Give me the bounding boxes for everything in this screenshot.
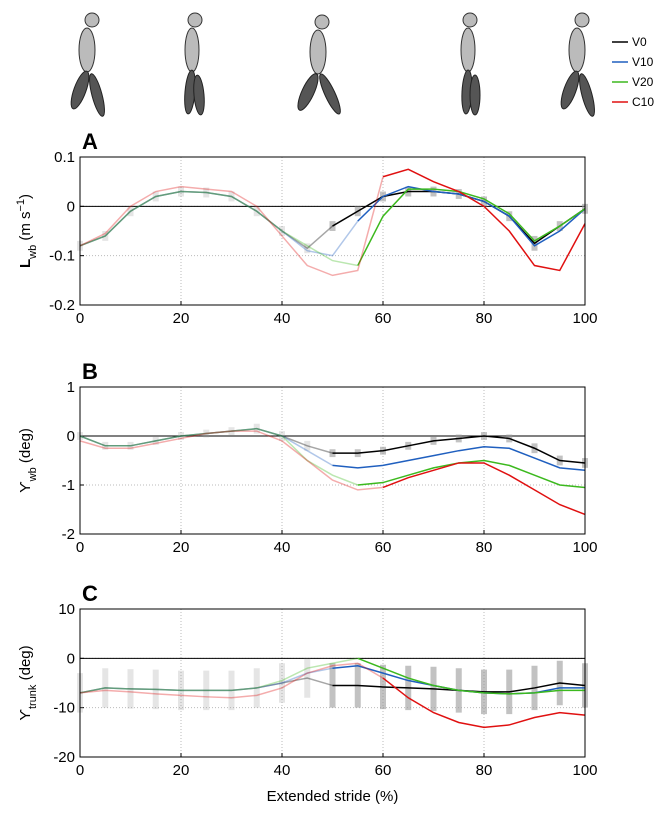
x-tick-label: 100 <box>572 539 597 556</box>
y-tick-label: 10 <box>58 601 75 618</box>
panel-label: A <box>82 129 98 154</box>
walker <box>461 13 480 115</box>
legend-label: C10 <box>632 95 654 109</box>
y-label-part: ) <box>17 194 34 199</box>
y-tick-label: 0 <box>67 428 75 445</box>
walker <box>68 13 108 118</box>
y-tick-label: -0.1 <box>49 248 75 265</box>
y-label-part: wb <box>27 467 39 482</box>
walkers <box>68 13 598 118</box>
x-tick-label: 60 <box>375 762 392 779</box>
series-line-faded <box>80 658 358 693</box>
x-tick-label: 60 <box>375 539 392 556</box>
y-label-part: wb <box>27 245 39 260</box>
y-tick-label: -2 <box>62 526 75 543</box>
legend-label: V20 <box>632 75 654 89</box>
y-tick-label: -10 <box>53 700 75 717</box>
y-label-part: (m s <box>17 211 34 244</box>
y-label-part: ϒ <box>17 481 34 493</box>
x-tick-label: 20 <box>173 310 190 327</box>
series-line <box>358 189 585 265</box>
x-tick-label: 0 <box>76 539 84 556</box>
x-tick-label: 0 <box>76 762 84 779</box>
x-tick-label: 60 <box>375 310 392 327</box>
x-tick-label: 20 <box>173 762 190 779</box>
x-tick-label: 0 <box>76 310 84 327</box>
y-axis-label: ϒwb (deg) <box>17 428 39 493</box>
x-tick-label: 20 <box>173 539 190 556</box>
y-tick-label: 0.1 <box>54 149 75 166</box>
x-tick-label: 40 <box>274 310 291 327</box>
series-line-faded <box>80 431 383 490</box>
y-axis-label: Lwb (m s−1) <box>15 194 39 268</box>
x-tick-label: 40 <box>274 539 291 556</box>
y-label-part: trunk <box>27 684 39 709</box>
series-line-faded <box>80 429 358 485</box>
walker <box>183 13 206 115</box>
series-line-faded <box>80 177 383 276</box>
y-tick-label: 0 <box>67 198 75 215</box>
series-line-faded <box>80 192 358 256</box>
series-line <box>333 447 586 471</box>
x-tick-label: 80 <box>476 539 493 556</box>
x-tick-label: 80 <box>476 762 493 779</box>
plot-frame <box>80 387 585 534</box>
x-tick-label: 100 <box>572 762 597 779</box>
series-line <box>333 192 586 244</box>
x-tick-label: 40 <box>274 762 291 779</box>
figure: 020406080100-0.2-0.100.1ALwb (m s−1)V0V1… <box>0 0 662 817</box>
y-tick-label: 1 <box>67 379 75 396</box>
y-label-part: L <box>17 259 34 268</box>
x-tick-label: 80 <box>476 310 493 327</box>
x-axis-label: Extended stride (%) <box>267 788 399 805</box>
y-label-part: ϒ <box>17 709 34 721</box>
walker <box>558 13 598 118</box>
y-tick-label: -1 <box>62 477 75 494</box>
y-tick-label: -0.2 <box>49 297 75 314</box>
y-axis-label: ϒtrunk (deg) <box>17 645 39 720</box>
walker <box>294 15 344 116</box>
y-label-part: −1 <box>15 199 27 212</box>
panel-label: C <box>82 581 98 606</box>
y-tick-label: -20 <box>53 749 75 766</box>
legend-label: V10 <box>632 55 654 69</box>
x-tick-label: 100 <box>572 310 597 327</box>
y-tick-label: 0 <box>67 650 75 667</box>
y-label-part: (deg) <box>17 645 34 684</box>
series-line-faded <box>80 192 358 266</box>
legend-label: V0 <box>632 35 647 49</box>
panel-label: B <box>82 359 98 384</box>
series-line <box>383 463 585 514</box>
y-label-part: (deg) <box>17 428 34 467</box>
